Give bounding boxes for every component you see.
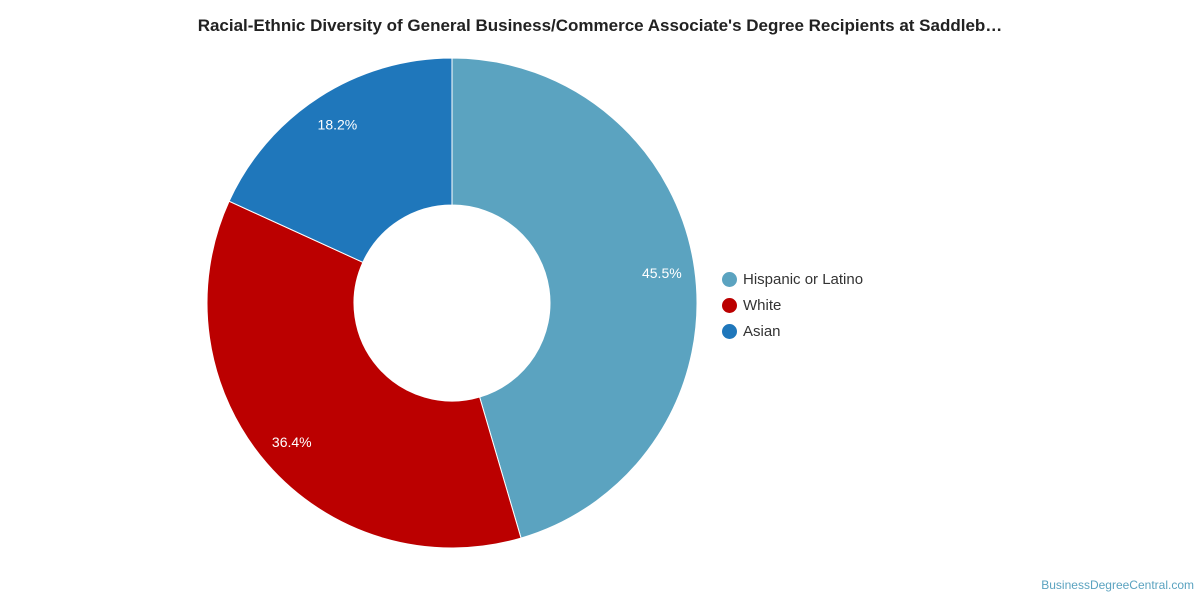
legend-item[interactable]: White xyxy=(722,292,863,318)
legend-label: Hispanic or Latino xyxy=(743,270,864,288)
slice-label: 18.2% xyxy=(318,117,358,133)
legend-label: Asian xyxy=(743,322,781,340)
slice-hispanic-or-latino[interactable] xyxy=(451,57,698,539)
legend-dot-icon xyxy=(722,297,737,313)
legend-label: White xyxy=(743,296,782,314)
legend-item[interactable]: Hispanic or Latino xyxy=(722,266,863,292)
slice-white[interactable] xyxy=(206,200,522,549)
chart-title: Racial-Ethnic Diversity of General Busin… xyxy=(197,16,1003,35)
slice-labels-group: 45.5% 36.4% 18.2% xyxy=(272,117,682,450)
slices-group xyxy=(206,57,698,549)
slice-asian[interactable] xyxy=(228,57,453,263)
legend-dot-icon xyxy=(722,271,737,287)
legend: Hispanic or Latino White Asian xyxy=(722,266,863,344)
slice-label: 36.4% xyxy=(272,434,312,450)
legend-item[interactable]: Asian xyxy=(722,318,863,344)
slice-label: 45.5% xyxy=(642,265,682,281)
source-credit[interactable]: BusinessDegreeCentral.com xyxy=(1041,578,1194,592)
legend-dot-icon xyxy=(722,323,737,339)
